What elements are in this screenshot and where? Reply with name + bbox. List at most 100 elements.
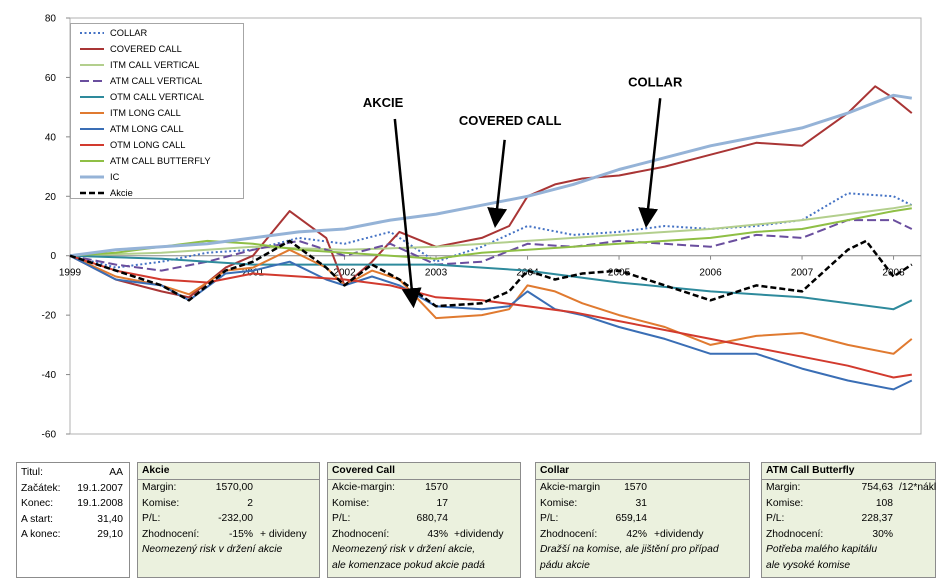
- legend-entry: OTM CALL VERTICAL: [79, 89, 243, 105]
- panel-row-label: Komise:: [540, 497, 578, 509]
- series-line-akcie: [69, 239, 913, 308]
- panel-row: Zhodnocení: 42% +dividendy: [536, 527, 749, 543]
- legend-entry: COVERED CALL: [79, 41, 243, 57]
- legend-swatch: [80, 48, 104, 50]
- legend-label: ATM LONG CALL: [110, 124, 184, 134]
- legend-label: Akcie: [110, 188, 133, 198]
- panel-body: Margin: 1570,00 Komise: 2 P/L: -232,00 Zhodnoc…: [138, 480, 319, 558]
- series-line-ic: [69, 93, 913, 258]
- panel-row: P/L: 680,74: [328, 511, 520, 527]
- panel-row-value: 2: [247, 497, 253, 509]
- legend-swatch: [80, 128, 104, 130]
- legend-label: COLLAR: [110, 28, 148, 38]
- panel-row-value: 659,14: [615, 513, 648, 525]
- x-tick-label: 2008: [882, 268, 905, 279]
- info-value: 29,10: [97, 529, 123, 541]
- panel-body: Akcie-margin: 1570 Komise: 17 P/L: 680,74 Zhod…: [328, 480, 520, 574]
- info-row: Konec: 19.1.2008: [17, 496, 129, 512]
- panel-row-value: 680,74: [416, 513, 449, 525]
- x-tick-label: 2006: [699, 268, 722, 279]
- panel-row-extra: +dividendy: [654, 528, 704, 540]
- info-value: AA: [109, 467, 123, 478]
- panel-row-value: 108: [875, 497, 893, 509]
- legend-label: OTM LONG CALL: [110, 140, 186, 150]
- panel-row: Zhodnocení: 43% +dividendy: [328, 527, 520, 543]
- legend-swatch: [80, 144, 104, 146]
- panel-row-value: 1570: [425, 482, 448, 493]
- panel-row-value: 17: [436, 497, 448, 509]
- panel-row-value: 30%: [872, 528, 893, 540]
- legend-entry: Akcie: [79, 185, 243, 201]
- panel-note: ale vysoké komise: [766, 559, 851, 571]
- panel-covered-call: Covered Call Akcie-margin: 1570 Komise: 17 P…: [327, 462, 521, 578]
- annotation-group: AKCIE COVERED CALL COLLAR: [363, 74, 683, 309]
- annotation-arrow-covered-call: [487, 139, 508, 228]
- panel-row-value: -232,00: [218, 513, 253, 525]
- legend-entry: OTM LONG CALL: [79, 137, 243, 153]
- panel-row-label: P/L:: [540, 513, 559, 525]
- series-group: [69, 85, 913, 391]
- panel-row: Margin: 754,63/12*nákl: [762, 480, 937, 496]
- info-label: Začátek:: [21, 482, 61, 494]
- info-row: A konec: 29,10: [17, 527, 129, 543]
- panel-row: Komise: 2: [138, 496, 319, 512]
- panel-row-label: Komise:: [142, 497, 180, 509]
- panel-row-label: Komise:: [766, 497, 804, 509]
- legend-label: ITM CALL VERTICAL: [110, 60, 200, 70]
- y-tick-label: 20: [45, 192, 57, 203]
- info-rows: Titul: AA Začátek: 19.1.2007 Konec: 19.1.2008…: [17, 463, 129, 543]
- panel-row-label: Akcie-margin:: [332, 482, 395, 493]
- series-line-atm-long-call: [69, 254, 913, 391]
- x-tick-label: 2004: [516, 268, 539, 279]
- info-label: A konec:: [21, 529, 61, 541]
- legend-label: ITM LONG CALL: [110, 108, 181, 118]
- legend-label: COVERED CALL: [110, 44, 182, 54]
- panel-note: Neomezený risk v držení akcie,: [332, 544, 476, 556]
- legend: COLLAR COVERED CALL ITM CALL VERTICAL ATM C…: [70, 23, 244, 199]
- y-tick-label: -60: [42, 430, 57, 441]
- annotation-covered-call: COVERED CALL: [459, 113, 562, 128]
- panel-row: Akcie-margin 1570: [536, 480, 749, 496]
- info-row: A start: 31,40: [17, 512, 129, 528]
- panel-row: Komise: 108: [762, 496, 935, 512]
- y-axis: -60 -40 -20 0 20 40 60 80: [42, 14, 70, 441]
- panel-row-extra: + divideny: [260, 528, 307, 540]
- panel-note: pádu akcie: [540, 559, 590, 571]
- panel-row: Komise: 17: [328, 496, 520, 512]
- legend-swatch: [80, 32, 104, 34]
- annotation-akcie: AKCIE: [363, 95, 404, 110]
- panel-collar: Collar Akcie-margin 1570 Komise: 31 P/L: 659,…: [535, 462, 750, 578]
- panel-note: Potřeba malého kapitálu: [766, 544, 878, 556]
- info-label: A start:: [21, 513, 54, 525]
- series-line-atm-call-vertical: [69, 219, 913, 272]
- x-tick-label: 1999: [59, 268, 82, 279]
- panel-row-label: Zhodnocení:: [540, 528, 598, 540]
- panel-row: P/L: 659,14: [536, 511, 749, 527]
- panel-atm-call-butterfly: ATM Call Butterfly Margin: 754,63/12*nákl…: [761, 462, 936, 578]
- series-line-otm-long-call: [69, 254, 912, 379]
- legend-label: IC: [110, 172, 120, 182]
- panel-row: Zhodnocení: -15% + divideny: [138, 527, 319, 543]
- x-tick-label: 2002: [333, 268, 356, 279]
- legend-entry: COLLAR: [79, 25, 243, 41]
- y-tick-label: 40: [45, 132, 57, 143]
- legend-entry: ITM CALL VERTICAL: [79, 57, 243, 73]
- panel-row-extra: /12*nákl: [899, 482, 937, 493]
- info-value: 31,40: [97, 513, 123, 525]
- legend-swatch: [80, 160, 104, 162]
- legend-swatch: [80, 80, 104, 82]
- panel-row-label: Margin:: [142, 482, 177, 493]
- x-tick-label: 2005: [608, 268, 631, 279]
- panel-row-label: Komise:: [332, 497, 370, 509]
- panel-row: Zhodnocení: 30%: [762, 527, 935, 543]
- legend-entry: IC: [79, 169, 243, 185]
- info-value: 19.1.2007: [77, 482, 123, 494]
- panel-row: P/L: -232,00: [138, 511, 319, 527]
- y-tick-label: 60: [45, 73, 57, 84]
- y-tick-label: 0: [50, 251, 56, 262]
- panel-row-label: P/L:: [332, 513, 351, 525]
- y-tick-label: -20: [42, 311, 57, 322]
- panel-note: ale komenzace pokud akcie padá: [332, 559, 485, 571]
- annotation-collar: COLLAR: [628, 74, 683, 89]
- panel-row-extra: +dividendy: [454, 528, 504, 540]
